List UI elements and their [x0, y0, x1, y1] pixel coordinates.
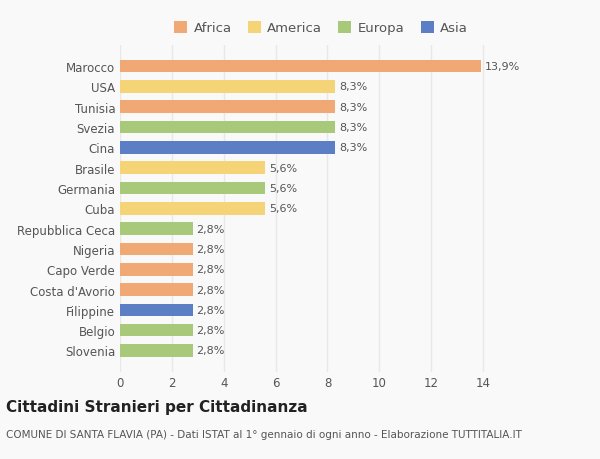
Text: 8,3%: 8,3% — [339, 143, 367, 153]
Text: 2,8%: 2,8% — [197, 325, 225, 336]
Text: COMUNE DI SANTA FLAVIA (PA) - Dati ISTAT al 1° gennaio di ogni anno - Elaborazio: COMUNE DI SANTA FLAVIA (PA) - Dati ISTAT… — [6, 429, 522, 439]
Text: 8,3%: 8,3% — [339, 123, 367, 133]
Text: 8,3%: 8,3% — [339, 102, 367, 112]
Text: 2,8%: 2,8% — [197, 305, 225, 315]
Bar — [120, 243, 193, 256]
Text: 2,8%: 2,8% — [197, 224, 225, 234]
Text: 2,8%: 2,8% — [197, 244, 225, 254]
Bar — [120, 202, 265, 215]
Bar — [120, 284, 193, 296]
Text: 5,6%: 5,6% — [269, 184, 297, 194]
Text: 2,8%: 2,8% — [197, 285, 225, 295]
Bar — [120, 101, 335, 114]
Bar — [120, 263, 193, 276]
Bar — [120, 223, 193, 235]
Text: 8,3%: 8,3% — [339, 82, 367, 92]
Bar — [120, 162, 265, 174]
Legend: Africa, America, Europa, Asia: Africa, America, Europa, Asia — [169, 17, 473, 40]
Text: Cittadini Stranieri per Cittadinanza: Cittadini Stranieri per Cittadinanza — [6, 399, 308, 414]
Bar — [120, 61, 481, 73]
Bar — [120, 344, 193, 357]
Bar — [120, 324, 193, 337]
Bar — [120, 182, 265, 195]
Bar — [120, 304, 193, 316]
Bar — [120, 122, 335, 134]
Text: 5,6%: 5,6% — [269, 163, 297, 174]
Text: 5,6%: 5,6% — [269, 204, 297, 214]
Text: 2,8%: 2,8% — [197, 346, 225, 356]
Text: 2,8%: 2,8% — [197, 265, 225, 274]
Bar — [120, 142, 335, 154]
Bar — [120, 81, 335, 94]
Text: 13,9%: 13,9% — [484, 62, 520, 72]
